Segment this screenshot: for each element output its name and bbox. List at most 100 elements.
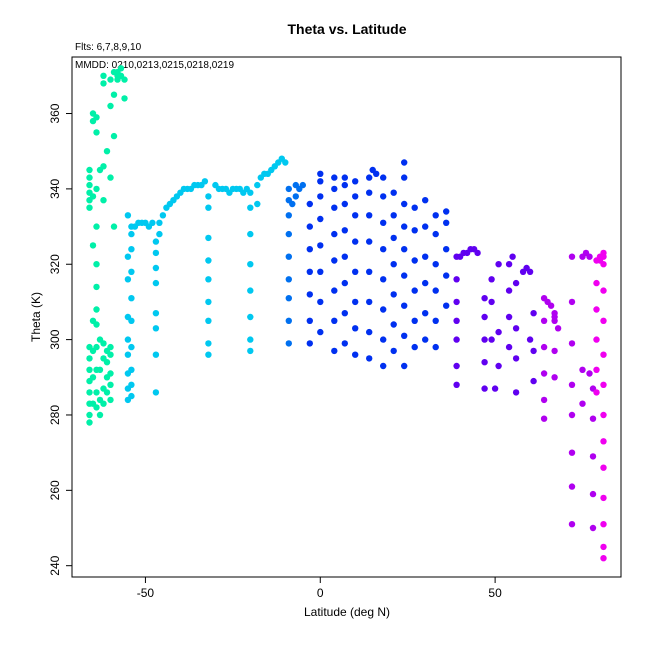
data-point [285,317,292,324]
data-point [86,166,93,174]
y-tick-label: 300 [48,329,62,349]
data-point [589,453,597,460]
data-point [317,328,324,336]
data-point [589,524,597,532]
data-point [380,174,387,181]
data-point [443,219,450,226]
data-point [205,317,212,324]
data-point [495,362,502,370]
data-point [331,317,338,324]
data-point [600,249,607,257]
data-point [86,419,93,426]
data-point [380,219,387,226]
data-point [600,317,607,324]
dates-note: MMDD: 0210,0213,0215,0218,0219 [75,60,234,71]
data-point [285,212,292,219]
data-point [341,253,348,260]
data-point [285,295,292,302]
data-point [128,381,135,388]
data-point [152,249,160,257]
data-point [124,276,132,283]
data-point [317,215,324,223]
data-point [422,336,429,343]
data-point [100,340,107,347]
data-point [247,230,254,238]
data-point [600,494,607,502]
data-point [593,336,600,343]
data-point [86,174,93,181]
data-point [152,310,160,317]
data-point [568,340,576,347]
data-point [401,332,408,339]
data-point [509,253,516,260]
y-axis-label: Theta (K) [29,292,43,342]
data-point [530,310,537,317]
data-point [86,355,93,362]
data-point [156,219,163,226]
data-point [306,200,313,208]
data-point [331,287,338,294]
data-point [366,238,373,245]
data-point [124,336,132,343]
data-point [86,366,93,373]
data-point [505,287,513,294]
data-point [128,366,135,373]
data-point [152,351,160,358]
data-point [128,268,135,275]
data-point [366,355,373,362]
plot-frame [71,56,622,578]
data-points [86,65,607,562]
data-point [110,132,118,140]
data-point [432,212,439,219]
data-point [600,521,607,528]
data-point [107,174,114,181]
x-axis-label: Latitude (deg N) [304,605,390,619]
y-axis: 240 260 280 300 320 340 360 [48,103,73,576]
data-point [593,389,600,396]
data-point [495,261,502,268]
data-point [93,261,100,268]
data-point [306,317,313,324]
data-point [373,170,380,177]
data-point [121,76,128,83]
data-point [401,223,408,230]
data-point [568,449,576,456]
data-point [453,362,460,370]
data-point [128,343,135,351]
data-point [159,212,167,219]
data-point [366,174,373,181]
data-point [401,246,408,253]
data-point [103,389,111,396]
flights-note: Flts: 6,7,8,9,10 [75,42,142,53]
data-point [401,362,408,370]
data-point [128,317,135,324]
data-point [93,223,100,230]
data-point [124,351,132,358]
x-tick-label: -50 [137,586,155,600]
data-point [341,227,348,234]
data-point [453,298,460,306]
data-point [512,279,520,287]
data-point [593,279,600,287]
data-point [93,389,100,396]
data-point [380,246,387,253]
data-point [568,483,576,490]
data-point [586,370,593,377]
data-point [505,313,513,321]
data-point [124,253,132,260]
data-point [600,464,607,471]
chart-title: Theta vs. Latitude [287,21,406,37]
data-point [540,415,548,422]
data-point [568,521,576,528]
y-tick-label: 280 [48,405,62,425]
data-point [540,343,548,351]
data-point [512,325,520,332]
data-point [547,302,555,309]
data-point [443,272,450,279]
data-point [117,65,125,72]
data-point [152,264,160,272]
data-point [366,212,373,219]
data-point [254,181,261,189]
data-point [495,328,502,336]
